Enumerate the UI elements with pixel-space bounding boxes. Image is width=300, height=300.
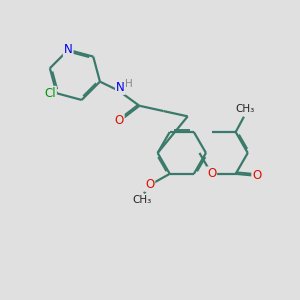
- Text: CH₃: CH₃: [235, 104, 254, 114]
- Text: O: O: [252, 169, 262, 182]
- Text: H: H: [124, 79, 132, 89]
- Text: O: O: [145, 178, 154, 191]
- Text: N: N: [64, 44, 73, 56]
- Text: O: O: [115, 114, 124, 127]
- Text: N: N: [116, 81, 124, 94]
- Text: Cl: Cl: [44, 87, 56, 100]
- Text: O: O: [207, 167, 216, 180]
- Text: CH₃: CH₃: [133, 195, 152, 205]
